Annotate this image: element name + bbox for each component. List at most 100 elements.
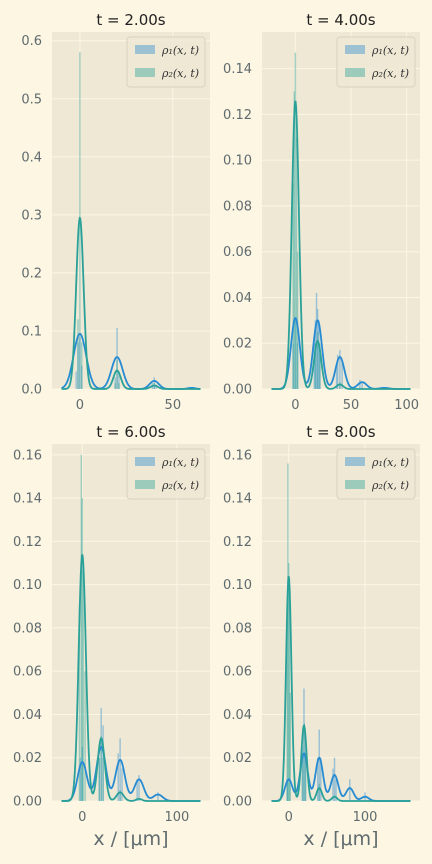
panel-title: t = 8.00s <box>306 423 375 441</box>
histogram-bar-2 <box>84 671 86 801</box>
y-tick-label: 0.6 <box>21 34 42 49</box>
histogram-bar-1 <box>118 371 120 389</box>
histogram-bar-1 <box>320 757 322 801</box>
histogram-bar-1 <box>153 377 155 389</box>
histogram-bar-1 <box>316 308 319 389</box>
histogram-bar-2 <box>81 498 83 801</box>
y-tick-label: 0.14 <box>223 62 252 77</box>
x-tick-label: 50 <box>165 398 182 413</box>
legend: ρ₁(x, t) ρ₂(x, t) <box>336 36 416 88</box>
histogram-bar-1 <box>294 320 297 389</box>
y-tick-label: 0.12 <box>13 535 42 550</box>
histogram-bar-2 <box>116 359 118 389</box>
histogram-bar-2 <box>296 251 299 389</box>
histogram-bar-2 <box>98 757 101 801</box>
histogram-bar-2 <box>82 563 84 801</box>
histogram-bar-1 <box>349 779 351 801</box>
x-tick-label: 0 <box>76 398 84 413</box>
histogram-bar-1 <box>286 779 288 801</box>
y-tick-label: 0.14 <box>223 492 252 507</box>
histogram-bar-2 <box>293 91 295 389</box>
histogram-bar-1 <box>296 343 299 389</box>
y-tick-label: 0.06 <box>13 665 42 680</box>
x-tick-label: 0 <box>291 398 299 413</box>
histogram-bar-1 <box>81 365 83 389</box>
x-axis-label-right: x / [μm] <box>303 828 378 850</box>
histogram-bar-2 <box>301 757 304 801</box>
histogram-bar-2 <box>339 382 341 389</box>
histogram-bar-2 <box>292 183 294 389</box>
x-tick-label: 0 <box>78 810 86 825</box>
y-tick-label: 0.02 <box>13 751 42 766</box>
histogram-bar-1 <box>335 779 337 801</box>
histogram-bar-1 <box>318 729 320 801</box>
histogram-bar-1 <box>102 725 104 801</box>
y-tick-label: 0.12 <box>223 535 252 550</box>
legend-swatch-2 <box>135 68 155 77</box>
y-tick-label: 0.14 <box>13 492 42 507</box>
plot-area <box>52 444 210 801</box>
histogram-bar-2 <box>286 606 288 801</box>
y-tick-label: 0.08 <box>223 621 252 636</box>
y-tick-label: 0.0 <box>21 383 42 398</box>
histogram-bar-2 <box>118 383 120 389</box>
x-tick-label: 100 <box>353 810 378 825</box>
histogram-bar-2 <box>318 783 320 801</box>
x-tick-label: 50 <box>343 398 360 413</box>
y-tick-label: 0.02 <box>223 337 252 352</box>
kde-curve-2 <box>271 576 411 802</box>
histogram-bar-1 <box>341 361 343 389</box>
histogram-bar-2 <box>289 692 291 801</box>
kde-curve-2 <box>271 100 411 390</box>
y-tick-label: 0.00 <box>223 795 252 810</box>
histogram-bar-2 <box>303 725 305 801</box>
y-tick-label: 0.06 <box>223 665 252 680</box>
panel-title: t = 2.00s <box>96 11 165 29</box>
panel-2: 0.00 0.02 0.04 0.06 0.08 0.10 0.12 0.14 0 50 100 t … <box>223 11 420 413</box>
legend-label-2: ρ₂(x, t) <box>161 67 199 80</box>
kde-curve-2 <box>61 554 201 802</box>
histogram-bar-1 <box>313 343 316 389</box>
legend: ρ₁(x, t) ρ₂(x, t) <box>336 448 416 500</box>
y-tick-label: 0.04 <box>223 708 252 723</box>
kde-curve-2 <box>61 216 201 390</box>
histogram-bar-1 <box>318 320 320 389</box>
histogram-bar-1 <box>335 366 338 389</box>
histogram-bar-1 <box>304 736 307 801</box>
histogram-bar-1 <box>157 792 159 801</box>
histogram-bar-1 <box>319 343 321 389</box>
x-tick-label: 100 <box>394 398 419 413</box>
histogram-bar-2 <box>100 736 102 801</box>
histogram-bar-1 <box>332 768 334 801</box>
legend-swatch-1 <box>345 45 365 54</box>
y-tick-label: 0.00 <box>223 383 252 398</box>
y-tick-label: 0.1 <box>21 324 42 339</box>
histogram-bar-2 <box>287 463 289 801</box>
panel-4: 0.00 0.02 0.04 0.06 0.08 0.10 0.12 0.14 0.16 0 100… <box>223 423 420 825</box>
legend-label-2: ρ₂(x, t) <box>161 479 199 492</box>
y-tick-label: 0.00 <box>13 795 42 810</box>
histogram-bar-1 <box>359 379 361 389</box>
y-tick-label: 0.16 <box>223 448 252 463</box>
legend: ρ₁(x, t) ρ₂(x, t) <box>126 36 206 88</box>
panel-3: 0.00 0.02 0.04 0.06 0.08 0.10 0.12 0.14 0.16 0 100… <box>13 423 210 825</box>
histogram-bar-1 <box>100 707 102 801</box>
histogram-bar-1 <box>339 350 341 389</box>
legend-label-1: ρ₁(x, t) <box>161 44 199 57</box>
histogram-bar-1 <box>301 746 304 801</box>
y-tick-label: 0.3 <box>21 208 42 223</box>
histogram-bar-1 <box>77 342 79 389</box>
histogram-bar-2 <box>288 584 291 801</box>
y-tick-label: 0.02 <box>223 751 252 766</box>
legend-swatch-1 <box>135 45 155 54</box>
legend-label-2: ρ₂(x, t) <box>371 67 409 80</box>
legend-box <box>126 448 206 500</box>
y-tick-label: 0.06 <box>223 245 252 260</box>
y-tick-label: 0.10 <box>223 578 252 593</box>
histogram-bar-2 <box>114 383 116 389</box>
histogram-bar-1 <box>336 354 339 389</box>
histogram-bar-2 <box>287 563 290 801</box>
y-tick-label: 0.5 <box>21 92 42 107</box>
legend-box <box>336 448 416 500</box>
histogram-bar-2 <box>304 757 307 801</box>
